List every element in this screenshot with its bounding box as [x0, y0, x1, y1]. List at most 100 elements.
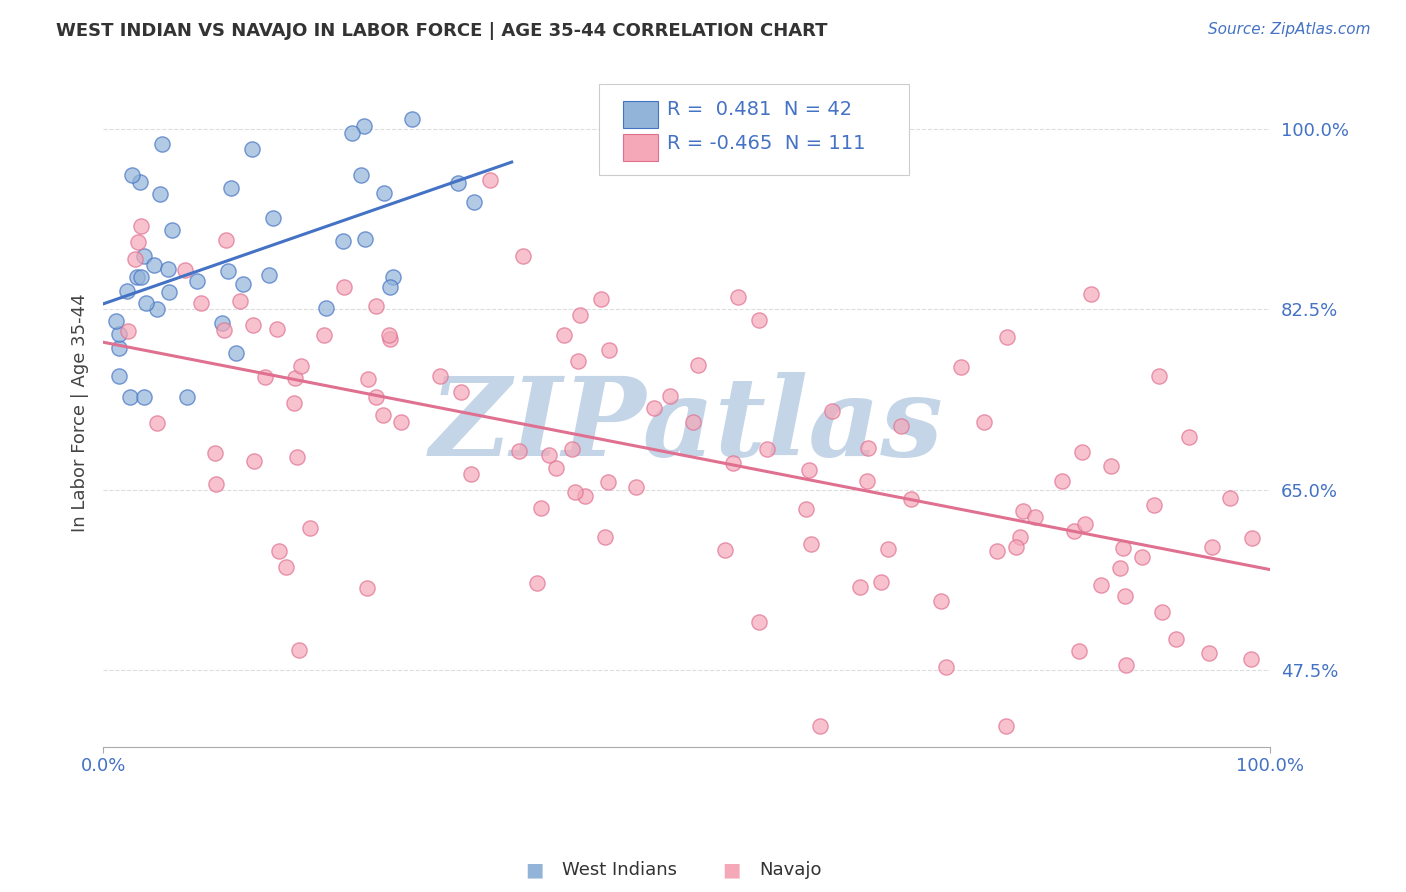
Point — [561, 442, 583, 457]
Point — [1008, 530, 1031, 544]
Point — [240, 143, 263, 157]
Point — [526, 575, 548, 590]
Point — [821, 404, 844, 418]
Point — [354, 232, 377, 246]
Point — [450, 384, 472, 399]
Point — [869, 574, 891, 589]
Point — [994, 719, 1017, 733]
Point — [460, 467, 482, 482]
Point — [598, 343, 620, 357]
Point — [1115, 657, 1137, 672]
Point — [1050, 474, 1073, 488]
Point — [530, 500, 553, 515]
Point — [146, 417, 169, 431]
Point — [149, 187, 172, 202]
Point — [1024, 509, 1046, 524]
Point — [211, 316, 233, 330]
Point — [1108, 561, 1130, 575]
Point — [129, 175, 152, 189]
Point — [564, 484, 586, 499]
Point — [546, 461, 568, 475]
Point — [1150, 605, 1173, 619]
Point — [1114, 589, 1136, 603]
Point — [215, 234, 238, 248]
Point — [284, 371, 307, 385]
Point — [876, 541, 898, 556]
Point — [900, 491, 922, 506]
Point — [299, 521, 322, 535]
Point — [356, 581, 378, 595]
Point — [748, 615, 770, 629]
Point — [117, 324, 139, 338]
Text: ZIPatlas: ZIPatlas — [430, 372, 943, 479]
Point — [598, 475, 620, 489]
Point — [401, 112, 423, 126]
Point — [117, 284, 139, 298]
Point — [156, 262, 179, 277]
Point — [1005, 541, 1028, 555]
Point — [232, 277, 254, 291]
Point — [463, 195, 485, 210]
Point — [333, 279, 356, 293]
Point — [290, 359, 312, 373]
Point — [283, 396, 305, 410]
FancyBboxPatch shape — [599, 84, 908, 175]
Point — [389, 415, 412, 429]
Point — [1164, 632, 1187, 646]
Point — [1112, 541, 1135, 556]
Point — [688, 358, 710, 372]
Point — [797, 463, 820, 477]
Point — [285, 450, 308, 465]
Point — [108, 369, 131, 384]
Point — [800, 537, 823, 551]
Point — [107, 326, 129, 341]
Point — [380, 332, 402, 346]
Point — [567, 354, 589, 368]
Point — [794, 501, 817, 516]
Point — [1143, 498, 1166, 512]
Point — [1063, 524, 1085, 539]
Point — [1240, 651, 1263, 665]
Point — [173, 263, 195, 277]
Point — [721, 456, 744, 470]
Point — [176, 390, 198, 404]
Point — [340, 127, 363, 141]
Point — [727, 290, 749, 304]
Text: WEST INDIAN VS NAVAJO IN LABOR FORCE | AGE 35-44 CORRELATION CHART: WEST INDIAN VS NAVAJO IN LABOR FORCE | A… — [56, 22, 828, 40]
Point — [129, 219, 152, 233]
FancyBboxPatch shape — [623, 135, 658, 161]
Point — [429, 368, 451, 383]
Point — [1219, 491, 1241, 505]
Text: R = -0.465  N = 111: R = -0.465 N = 111 — [666, 134, 866, 153]
Text: ■: ■ — [524, 860, 544, 880]
Point — [1070, 445, 1092, 459]
Point — [949, 360, 972, 375]
Point — [714, 543, 737, 558]
Point — [204, 445, 226, 459]
Point — [266, 322, 288, 336]
Point — [858, 441, 880, 455]
Point — [229, 293, 252, 308]
Point — [132, 390, 155, 404]
Point — [150, 137, 173, 152]
Point — [973, 415, 995, 429]
Point — [212, 323, 235, 337]
Point — [856, 474, 879, 488]
Point — [890, 418, 912, 433]
Point — [186, 274, 208, 288]
Point — [378, 279, 401, 293]
Point — [1090, 578, 1112, 592]
Point — [332, 234, 354, 248]
Point — [105, 314, 128, 328]
Point — [591, 292, 613, 306]
Point — [243, 454, 266, 468]
Text: Source: ZipAtlas.com: Source: ZipAtlas.com — [1208, 22, 1371, 37]
Point — [378, 328, 401, 343]
Point — [1201, 541, 1223, 555]
Y-axis label: In Labor Force | Age 35-44: In Labor Force | Age 35-44 — [72, 293, 89, 532]
Point — [986, 544, 1008, 558]
Point — [371, 408, 394, 422]
Point — [1012, 504, 1035, 518]
Point — [129, 270, 152, 285]
Point — [1130, 550, 1153, 565]
